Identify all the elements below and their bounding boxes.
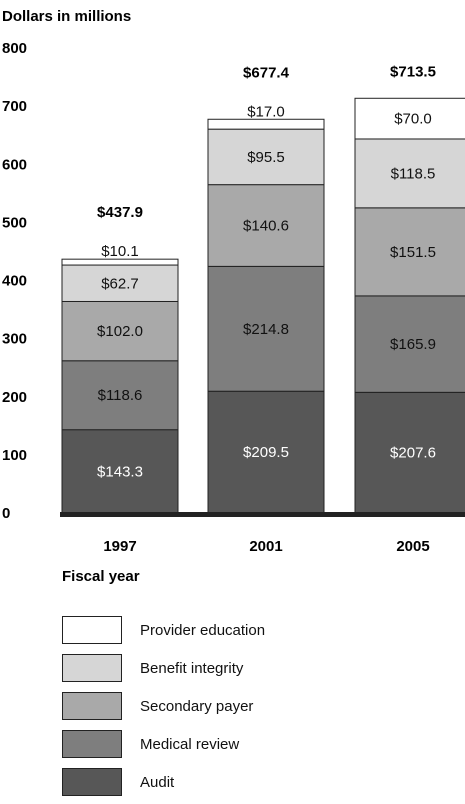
bar-segment xyxy=(354,97,465,140)
x-axis-baseline xyxy=(60,512,465,517)
x-tick-label: 2005 xyxy=(396,538,429,555)
bar-segment-label: $165.9 xyxy=(390,336,436,353)
bar-segment-label: $70.0 xyxy=(394,111,432,128)
y-axis-title: Dollars in millions xyxy=(2,8,131,25)
bar-segment-label: $17.0 xyxy=(247,103,285,120)
bar-segment xyxy=(207,184,325,267)
y-tick-label: 700 xyxy=(2,98,27,115)
y-tick-label: 600 xyxy=(2,156,27,173)
bar-segment xyxy=(61,429,179,514)
bar-segment-label: $140.6 xyxy=(243,218,289,235)
y-tick-label: 100 xyxy=(2,447,27,464)
bar-total-label: $677.4 xyxy=(243,64,290,81)
legend-swatch xyxy=(62,730,122,758)
stacked-bar-chart: Dollars in millions 0 100 200 300 400 500 600 70… xyxy=(2,8,465,585)
legend-item: Secondary payer xyxy=(62,690,442,728)
bar-segment xyxy=(354,391,465,514)
bar-segment-label: $207.6 xyxy=(390,445,436,462)
bar-segment xyxy=(61,258,179,266)
bar-segment xyxy=(207,265,325,392)
x-tick-label: 1997 xyxy=(103,538,136,555)
bar-segment xyxy=(207,128,325,186)
legend-label: Benefit integrity xyxy=(140,660,244,677)
bar-segment-label: $102.0 xyxy=(97,323,143,340)
y-tick-label: 300 xyxy=(2,331,27,348)
bar-total-label: $713.5 xyxy=(390,63,436,80)
legend-swatch xyxy=(62,692,122,720)
x-axis-title: Fiscal year xyxy=(62,568,140,585)
y-tick-label: 400 xyxy=(2,273,27,290)
legend-label: Secondary payer xyxy=(140,698,254,715)
bar-segment-label: $95.5 xyxy=(247,149,285,166)
bar-segment xyxy=(207,118,325,130)
bar-segment-label: $118.5 xyxy=(391,165,436,182)
bar-segment xyxy=(354,207,465,297)
bar-segment-label: $151.5 xyxy=(390,244,436,261)
legend-swatch xyxy=(62,616,122,644)
bar-segment xyxy=(354,295,465,393)
bar-total-label: $437.9 xyxy=(97,204,143,221)
bar-segment-label: $10.1 xyxy=(101,243,139,260)
y-tick-label: 200 xyxy=(2,389,27,406)
bar-segment-label: $143.3 xyxy=(97,463,143,480)
legend-label: Provider education xyxy=(140,622,266,639)
bar-segment xyxy=(354,138,465,209)
legend-swatch xyxy=(62,654,122,682)
bar-segment-label: $62.7 xyxy=(101,275,139,292)
bar-segment xyxy=(61,264,179,302)
legend-item: Provider education xyxy=(62,614,442,652)
legend-label: Audit xyxy=(140,774,175,791)
y-tick-label: 500 xyxy=(2,214,27,231)
legend: Provider education Benefit integrity Secon… xyxy=(62,614,442,804)
y-tick-label: 0 xyxy=(2,505,10,522)
legend-item: Medical review xyxy=(62,728,442,766)
legend-swatch xyxy=(62,768,122,796)
bar-segment xyxy=(61,360,179,431)
x-tick-label: 2001 xyxy=(249,538,282,555)
legend-label: Medical review xyxy=(140,736,240,753)
bar-segment-label: $214.8 xyxy=(243,321,289,338)
bar-segment-label: $118.6 xyxy=(98,387,143,404)
bar-segment-label: $209.5 xyxy=(243,444,289,461)
legend-item: Benefit integrity xyxy=(62,652,442,690)
legend-item: Audit xyxy=(62,766,442,804)
y-tick-label: 800 xyxy=(2,40,27,57)
